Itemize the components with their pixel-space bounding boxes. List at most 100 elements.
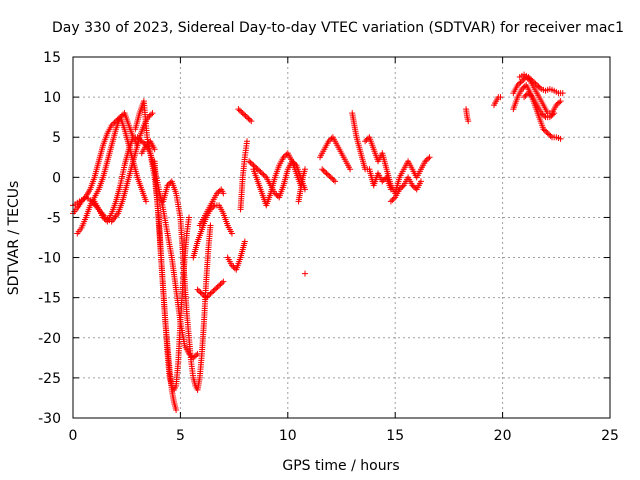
data-point xyxy=(362,138,369,145)
x-axis-label: GPS time / hours xyxy=(282,458,399,474)
data-point xyxy=(325,138,332,145)
series-track-s xyxy=(317,134,354,173)
x-tick-label: 10 xyxy=(279,428,297,444)
data-point xyxy=(273,191,280,198)
data-point xyxy=(236,107,243,114)
data-point xyxy=(239,110,246,117)
data-point xyxy=(465,118,472,125)
data-point xyxy=(547,132,554,139)
data-point xyxy=(557,135,564,142)
data-point xyxy=(228,230,235,237)
data-points xyxy=(70,71,566,413)
data-point xyxy=(541,127,548,134)
data-point xyxy=(143,198,150,205)
data-point xyxy=(242,112,249,119)
data-point xyxy=(217,281,224,288)
data-point xyxy=(541,112,548,119)
series-track-x xyxy=(463,106,472,125)
data-point xyxy=(243,138,250,145)
data-point xyxy=(230,263,237,270)
data-point xyxy=(118,112,125,119)
data-point xyxy=(251,163,258,170)
data-point xyxy=(259,170,266,177)
y-tick-label: 10 xyxy=(43,90,61,106)
y-tick-label: -20 xyxy=(38,331,61,347)
data-point xyxy=(140,139,147,146)
data-point xyxy=(539,111,546,118)
y-tick-label: -30 xyxy=(38,411,61,427)
data-point xyxy=(149,110,156,117)
data-point xyxy=(193,352,200,359)
x-tick-label: 0 xyxy=(69,428,78,444)
data-point xyxy=(543,128,550,135)
data-point xyxy=(261,172,268,179)
y-tick-label: 15 xyxy=(43,50,61,66)
data-point xyxy=(412,185,419,192)
data-point xyxy=(329,175,336,182)
data-point xyxy=(425,155,432,162)
series-track-k xyxy=(196,186,227,229)
series-track-n xyxy=(237,138,250,213)
data-point xyxy=(497,94,504,101)
series-track-v xyxy=(362,134,433,197)
data-point xyxy=(417,178,424,185)
data-point xyxy=(218,279,225,286)
data-point xyxy=(319,166,326,173)
data-point xyxy=(526,91,533,98)
data-point xyxy=(326,172,333,179)
data-point xyxy=(514,82,521,89)
data-point xyxy=(249,160,255,167)
series-track-p xyxy=(250,150,304,209)
data-point xyxy=(517,79,524,86)
data-point xyxy=(380,177,387,184)
data-point xyxy=(531,79,538,86)
data-point xyxy=(426,154,433,161)
data-point xyxy=(516,80,523,87)
data-point xyxy=(198,290,205,297)
series-track-t xyxy=(319,166,339,185)
data-point xyxy=(260,171,267,178)
data-point xyxy=(137,136,144,143)
data-point xyxy=(194,286,201,293)
data-point xyxy=(203,294,210,301)
data-point xyxy=(138,138,145,145)
data-point xyxy=(520,76,527,83)
data-point xyxy=(210,287,217,294)
data-point xyxy=(301,270,308,277)
data-point xyxy=(328,135,335,142)
data-point xyxy=(320,167,327,174)
data-point xyxy=(216,187,223,194)
data-point xyxy=(332,178,339,185)
data-point xyxy=(207,222,214,229)
data-point xyxy=(210,203,217,210)
data-point xyxy=(256,167,263,174)
data-point xyxy=(135,135,142,142)
data-point xyxy=(544,130,551,137)
y-axis-label: SDTVAR / TECUs xyxy=(6,181,22,296)
data-point xyxy=(423,156,430,163)
data-point xyxy=(257,168,264,175)
x-tick-label: 20 xyxy=(494,428,512,444)
data-point xyxy=(535,83,542,90)
data-point xyxy=(111,119,118,126)
x-tick-labels: 0 5 10 15 20 25 xyxy=(69,428,619,444)
series-track-j xyxy=(194,278,227,301)
data-point xyxy=(228,262,235,269)
data-point xyxy=(283,151,290,158)
data-point xyxy=(211,286,218,293)
data-point xyxy=(216,282,223,289)
plot-frame xyxy=(72,56,611,419)
data-point xyxy=(204,293,211,300)
data-point xyxy=(410,183,417,190)
data-point xyxy=(390,195,397,202)
series-track-h xyxy=(160,178,214,393)
data-point xyxy=(214,283,221,290)
data-point xyxy=(280,154,287,161)
data-point xyxy=(521,83,528,90)
data-point xyxy=(409,182,416,189)
series-track-w xyxy=(387,174,424,205)
data-point xyxy=(324,171,331,178)
series-track-i xyxy=(190,202,235,261)
data-point xyxy=(532,80,539,87)
data-point xyxy=(347,166,354,173)
